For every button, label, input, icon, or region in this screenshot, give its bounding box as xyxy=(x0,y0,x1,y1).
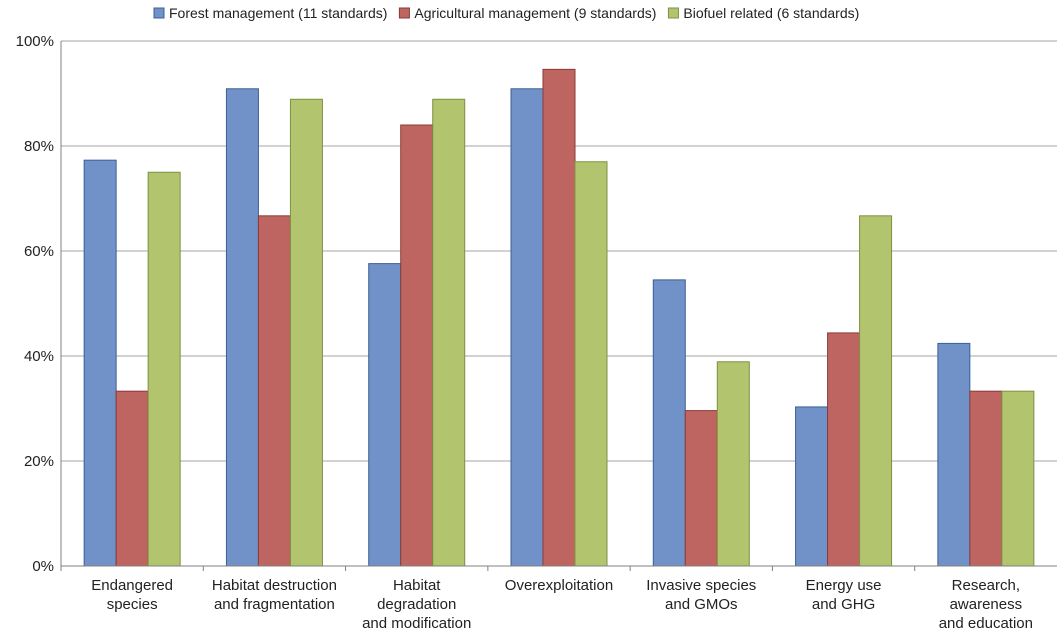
legend-swatch xyxy=(667,7,679,19)
legend-label: Forest management (11 standards) xyxy=(169,5,387,21)
x-tick-label: Endangered species xyxy=(91,577,173,613)
bar xyxy=(147,171,181,567)
legend-swatch xyxy=(153,7,165,19)
y-tick-label: 40% xyxy=(24,348,54,365)
bar xyxy=(684,410,718,567)
x-tick-label: Research, awareness and education xyxy=(939,577,1033,632)
bar xyxy=(368,263,402,567)
bar xyxy=(83,159,117,567)
x-tick-label: Habitat degradation and modification xyxy=(362,577,471,632)
x-tick-label: Habitat destruction and fragmentation xyxy=(212,577,337,613)
y-tick-label: 20% xyxy=(24,453,54,470)
y-tick-label: 0% xyxy=(32,558,54,575)
x-tick-label: Invasive species and GMOs xyxy=(646,577,756,613)
legend-label: Biofuel related (6 standards) xyxy=(683,5,859,21)
y-tick-label: 100% xyxy=(16,33,54,50)
y-tick-label: 60% xyxy=(24,243,54,260)
bar xyxy=(115,390,149,567)
bar xyxy=(400,124,434,567)
bar xyxy=(652,279,686,567)
legend-label: Agricultural management (9 standards) xyxy=(414,5,656,21)
bar xyxy=(542,68,576,567)
y-axis: 0% 20% 40% 60% 80% 100% xyxy=(16,33,62,575)
legend-item: Biofuel related (6 standards) xyxy=(667,5,859,21)
bar xyxy=(859,215,893,567)
bar xyxy=(432,98,466,567)
bar xyxy=(574,161,608,567)
bar xyxy=(937,342,971,567)
x-axis: Endangered species Habitat destruction and … xyxy=(60,565,1057,632)
bar xyxy=(510,88,544,567)
legend-item: Forest management (11 standards) xyxy=(153,5,387,21)
legend-item: Agricultural management (9 standards) xyxy=(398,5,656,21)
bar xyxy=(1001,390,1035,567)
bar xyxy=(289,98,323,567)
bar xyxy=(827,332,861,567)
bars xyxy=(83,68,1035,567)
bar xyxy=(969,390,1003,567)
bar xyxy=(257,215,291,567)
y-tick-label: 80% xyxy=(24,138,54,155)
x-tick-label: Overexploitation xyxy=(505,577,613,594)
bar xyxy=(225,88,259,567)
legend-swatch xyxy=(398,7,410,19)
x-tick-label: Energy use and GHG xyxy=(806,577,882,613)
legend: Forest management (11 standards) Agricult… xyxy=(153,5,859,21)
bar xyxy=(795,406,829,567)
bar xyxy=(716,361,750,567)
